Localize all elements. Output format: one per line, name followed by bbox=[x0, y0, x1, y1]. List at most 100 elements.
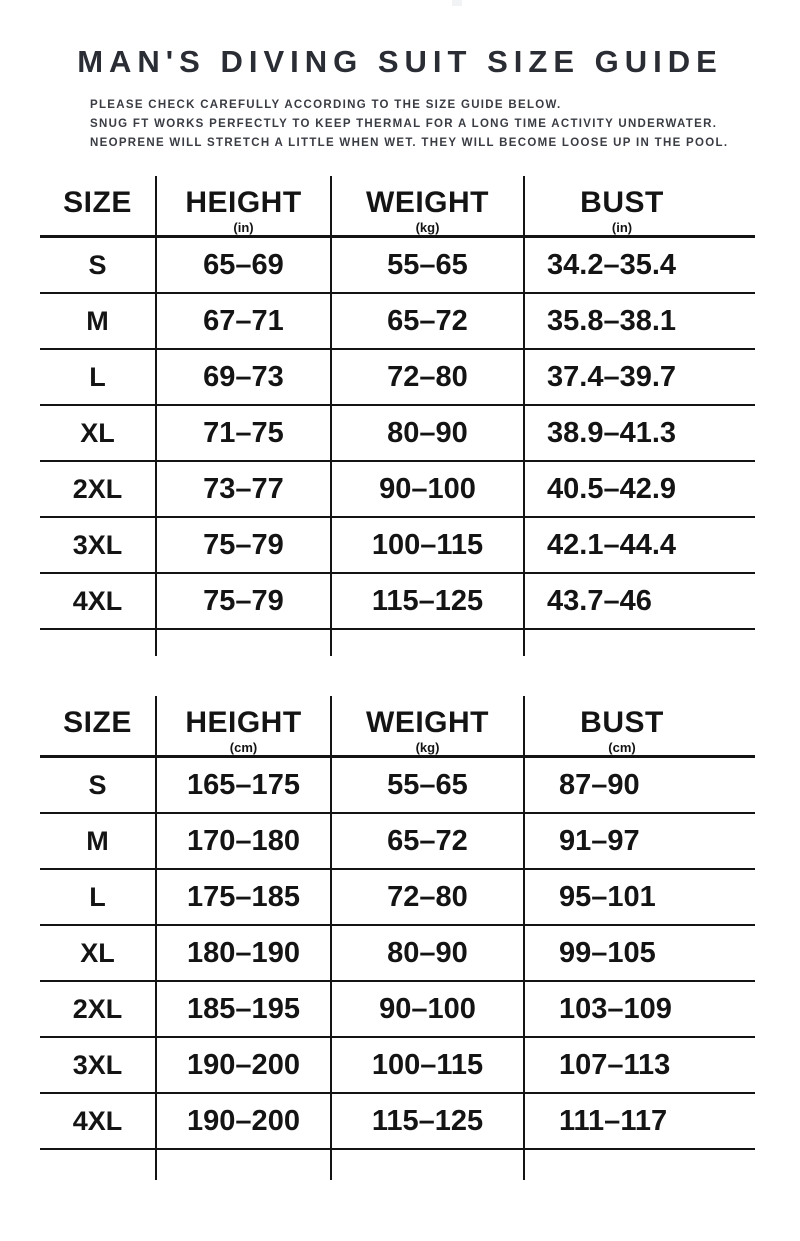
height-cell: 75–79 bbox=[155, 574, 330, 628]
subtitle-block: PLEASE CHECK CAREFULLY ACCORDING TO THE … bbox=[90, 96, 800, 153]
column-unit: (in) bbox=[233, 219, 254, 235]
size-cell: 2XL bbox=[72, 993, 123, 1024]
column-header-bust: BUST (in) bbox=[523, 176, 755, 235]
size-cell: L bbox=[89, 881, 106, 912]
column-header-bust: BUST (cm) bbox=[523, 696, 755, 755]
weight-cell: 55–65 bbox=[330, 758, 523, 812]
bust-cell: 91–97 bbox=[523, 814, 755, 868]
table-row-2xl: 2XL 185–195 90–100 103–109 bbox=[40, 982, 755, 1038]
size-cell: S bbox=[88, 249, 107, 280]
tail-cell bbox=[40, 630, 155, 656]
table-row-s: S 65–69 55–65 34.2–35.4 bbox=[40, 238, 755, 294]
bust-cell: 99–105 bbox=[523, 926, 755, 980]
subtitle-line-3: NEOPRENE WILL STRETCH A LITTLE WHEN WET.… bbox=[90, 137, 729, 149]
weight-cell: 100–115 bbox=[330, 518, 523, 572]
column-header-size: SIZE bbox=[40, 696, 155, 755]
height-cell: 175–185 bbox=[155, 870, 330, 924]
tail-cell bbox=[330, 1150, 523, 1180]
height-cell: 65–69 bbox=[155, 238, 330, 292]
bust-cell: 87–90 bbox=[523, 758, 755, 812]
height-cell: 73–77 bbox=[155, 462, 330, 516]
size-cell: 4XL bbox=[72, 585, 123, 616]
table-header-row: SIZE HEIGHT (in) WEIGHT (kg) BUST (in) bbox=[40, 176, 755, 238]
column-label: BUST bbox=[580, 185, 664, 219]
column-label: WEIGHT bbox=[366, 185, 489, 219]
height-cell: 180–190 bbox=[155, 926, 330, 980]
table-row-3xl: 3XL 75–79 100–115 42.1–44.4 bbox=[40, 518, 755, 574]
bust-cell: 107–113 bbox=[523, 1038, 755, 1092]
tail-cell bbox=[40, 1150, 155, 1180]
tail-cell bbox=[155, 630, 330, 656]
bust-cell: 43.7–46 bbox=[523, 574, 755, 628]
table-row-m: M 67–71 65–72 35.8–38.1 bbox=[40, 294, 755, 350]
bust-cell: 103–109 bbox=[523, 982, 755, 1036]
table-row-2xl: 2XL 73–77 90–100 40.5–42.9 bbox=[40, 462, 755, 518]
weight-cell: 55–65 bbox=[330, 238, 523, 292]
tail-cell bbox=[330, 630, 523, 656]
weight-cell: 90–100 bbox=[330, 982, 523, 1036]
column-label: SIZE bbox=[63, 705, 132, 739]
size-cell: 2XL bbox=[72, 473, 123, 504]
table-row-4xl: 4XL 75–79 115–125 43.7–46 bbox=[40, 574, 755, 630]
height-cell: 170–180 bbox=[155, 814, 330, 868]
column-label: SIZE bbox=[63, 185, 132, 219]
table-tail-row bbox=[40, 630, 755, 656]
weight-cell: 72–80 bbox=[330, 870, 523, 924]
table-row-4xl: 4XL 190–200 115–125 111–117 bbox=[40, 1094, 755, 1150]
height-cell: 71–75 bbox=[155, 406, 330, 460]
bust-cell: 40.5–42.9 bbox=[523, 462, 755, 516]
bust-cell: 42.1–44.4 bbox=[523, 518, 755, 572]
height-cell: 75–79 bbox=[155, 518, 330, 572]
column-header-size: SIZE bbox=[40, 176, 155, 235]
subtitle-line-2: SNUG FT WORKS PERFECTLY TO KEEP THERMAL … bbox=[90, 118, 718, 130]
table-tail-row bbox=[40, 1150, 755, 1180]
column-header-height: HEIGHT (cm) bbox=[155, 696, 330, 755]
weight-cell: 115–125 bbox=[330, 574, 523, 628]
height-cell: 190–200 bbox=[155, 1094, 330, 1148]
weight-cell: 115–125 bbox=[330, 1094, 523, 1148]
height-cell: 185–195 bbox=[155, 982, 330, 1036]
size-cell: M bbox=[86, 825, 109, 856]
top-edge-artifact bbox=[452, 0, 462, 6]
column-header-weight: WEIGHT (kg) bbox=[330, 176, 523, 235]
table-row-l: L 69–73 72–80 37.4–39.7 bbox=[40, 350, 755, 406]
size-cell: 4XL bbox=[72, 1105, 123, 1136]
bust-cell: 35.8–38.1 bbox=[523, 294, 755, 348]
weight-cell: 90–100 bbox=[330, 462, 523, 516]
table-row-xl: XL 180–190 80–90 99–105 bbox=[40, 926, 755, 982]
weight-cell: 72–80 bbox=[330, 350, 523, 404]
tail-cell bbox=[523, 630, 755, 656]
page-title: MAN'S DIVING SUIT SIZE GUIDE bbox=[77, 44, 723, 79]
size-cell: XL bbox=[80, 937, 115, 968]
height-cell: 190–200 bbox=[155, 1038, 330, 1092]
column-header-weight: WEIGHT (kg) bbox=[330, 696, 523, 755]
column-header-height: HEIGHT (in) bbox=[155, 176, 330, 235]
column-unit: (in) bbox=[611, 219, 633, 235]
column-unit: (cm) bbox=[229, 739, 258, 755]
size-cell: 3XL bbox=[72, 1049, 123, 1080]
column-label: BUST bbox=[580, 705, 664, 739]
height-cell: 165–175 bbox=[155, 758, 330, 812]
tail-cell bbox=[523, 1150, 755, 1180]
size-table-imperial: SIZE HEIGHT (in) WEIGHT (kg) BUST (in) S 65–69 55… bbox=[40, 176, 755, 656]
size-cell: 3XL bbox=[72, 529, 123, 560]
size-cell: M bbox=[86, 305, 109, 336]
bust-cell: 95–101 bbox=[523, 870, 755, 924]
weight-cell: 65–72 bbox=[330, 814, 523, 868]
size-cell: S bbox=[88, 769, 107, 800]
height-cell: 67–71 bbox=[155, 294, 330, 348]
weight-cell: 80–90 bbox=[330, 406, 523, 460]
weight-cell: 65–72 bbox=[330, 294, 523, 348]
table-row-l: L 175–185 72–80 95–101 bbox=[40, 870, 755, 926]
size-table-metric: SIZE HEIGHT (cm) WEIGHT (kg) BUST (cm) S 165–175… bbox=[40, 696, 755, 1180]
height-cell: 69–73 bbox=[155, 350, 330, 404]
column-label: HEIGHT bbox=[185, 705, 302, 739]
size-cell: L bbox=[89, 361, 106, 392]
size-cell: XL bbox=[80, 417, 115, 448]
table-row-s: S 165–175 55–65 87–90 bbox=[40, 758, 755, 814]
tail-cell bbox=[155, 1150, 330, 1180]
weight-cell: 100–115 bbox=[330, 1038, 523, 1092]
bust-cell: 37.4–39.7 bbox=[523, 350, 755, 404]
column-unit: (cm) bbox=[608, 739, 636, 755]
